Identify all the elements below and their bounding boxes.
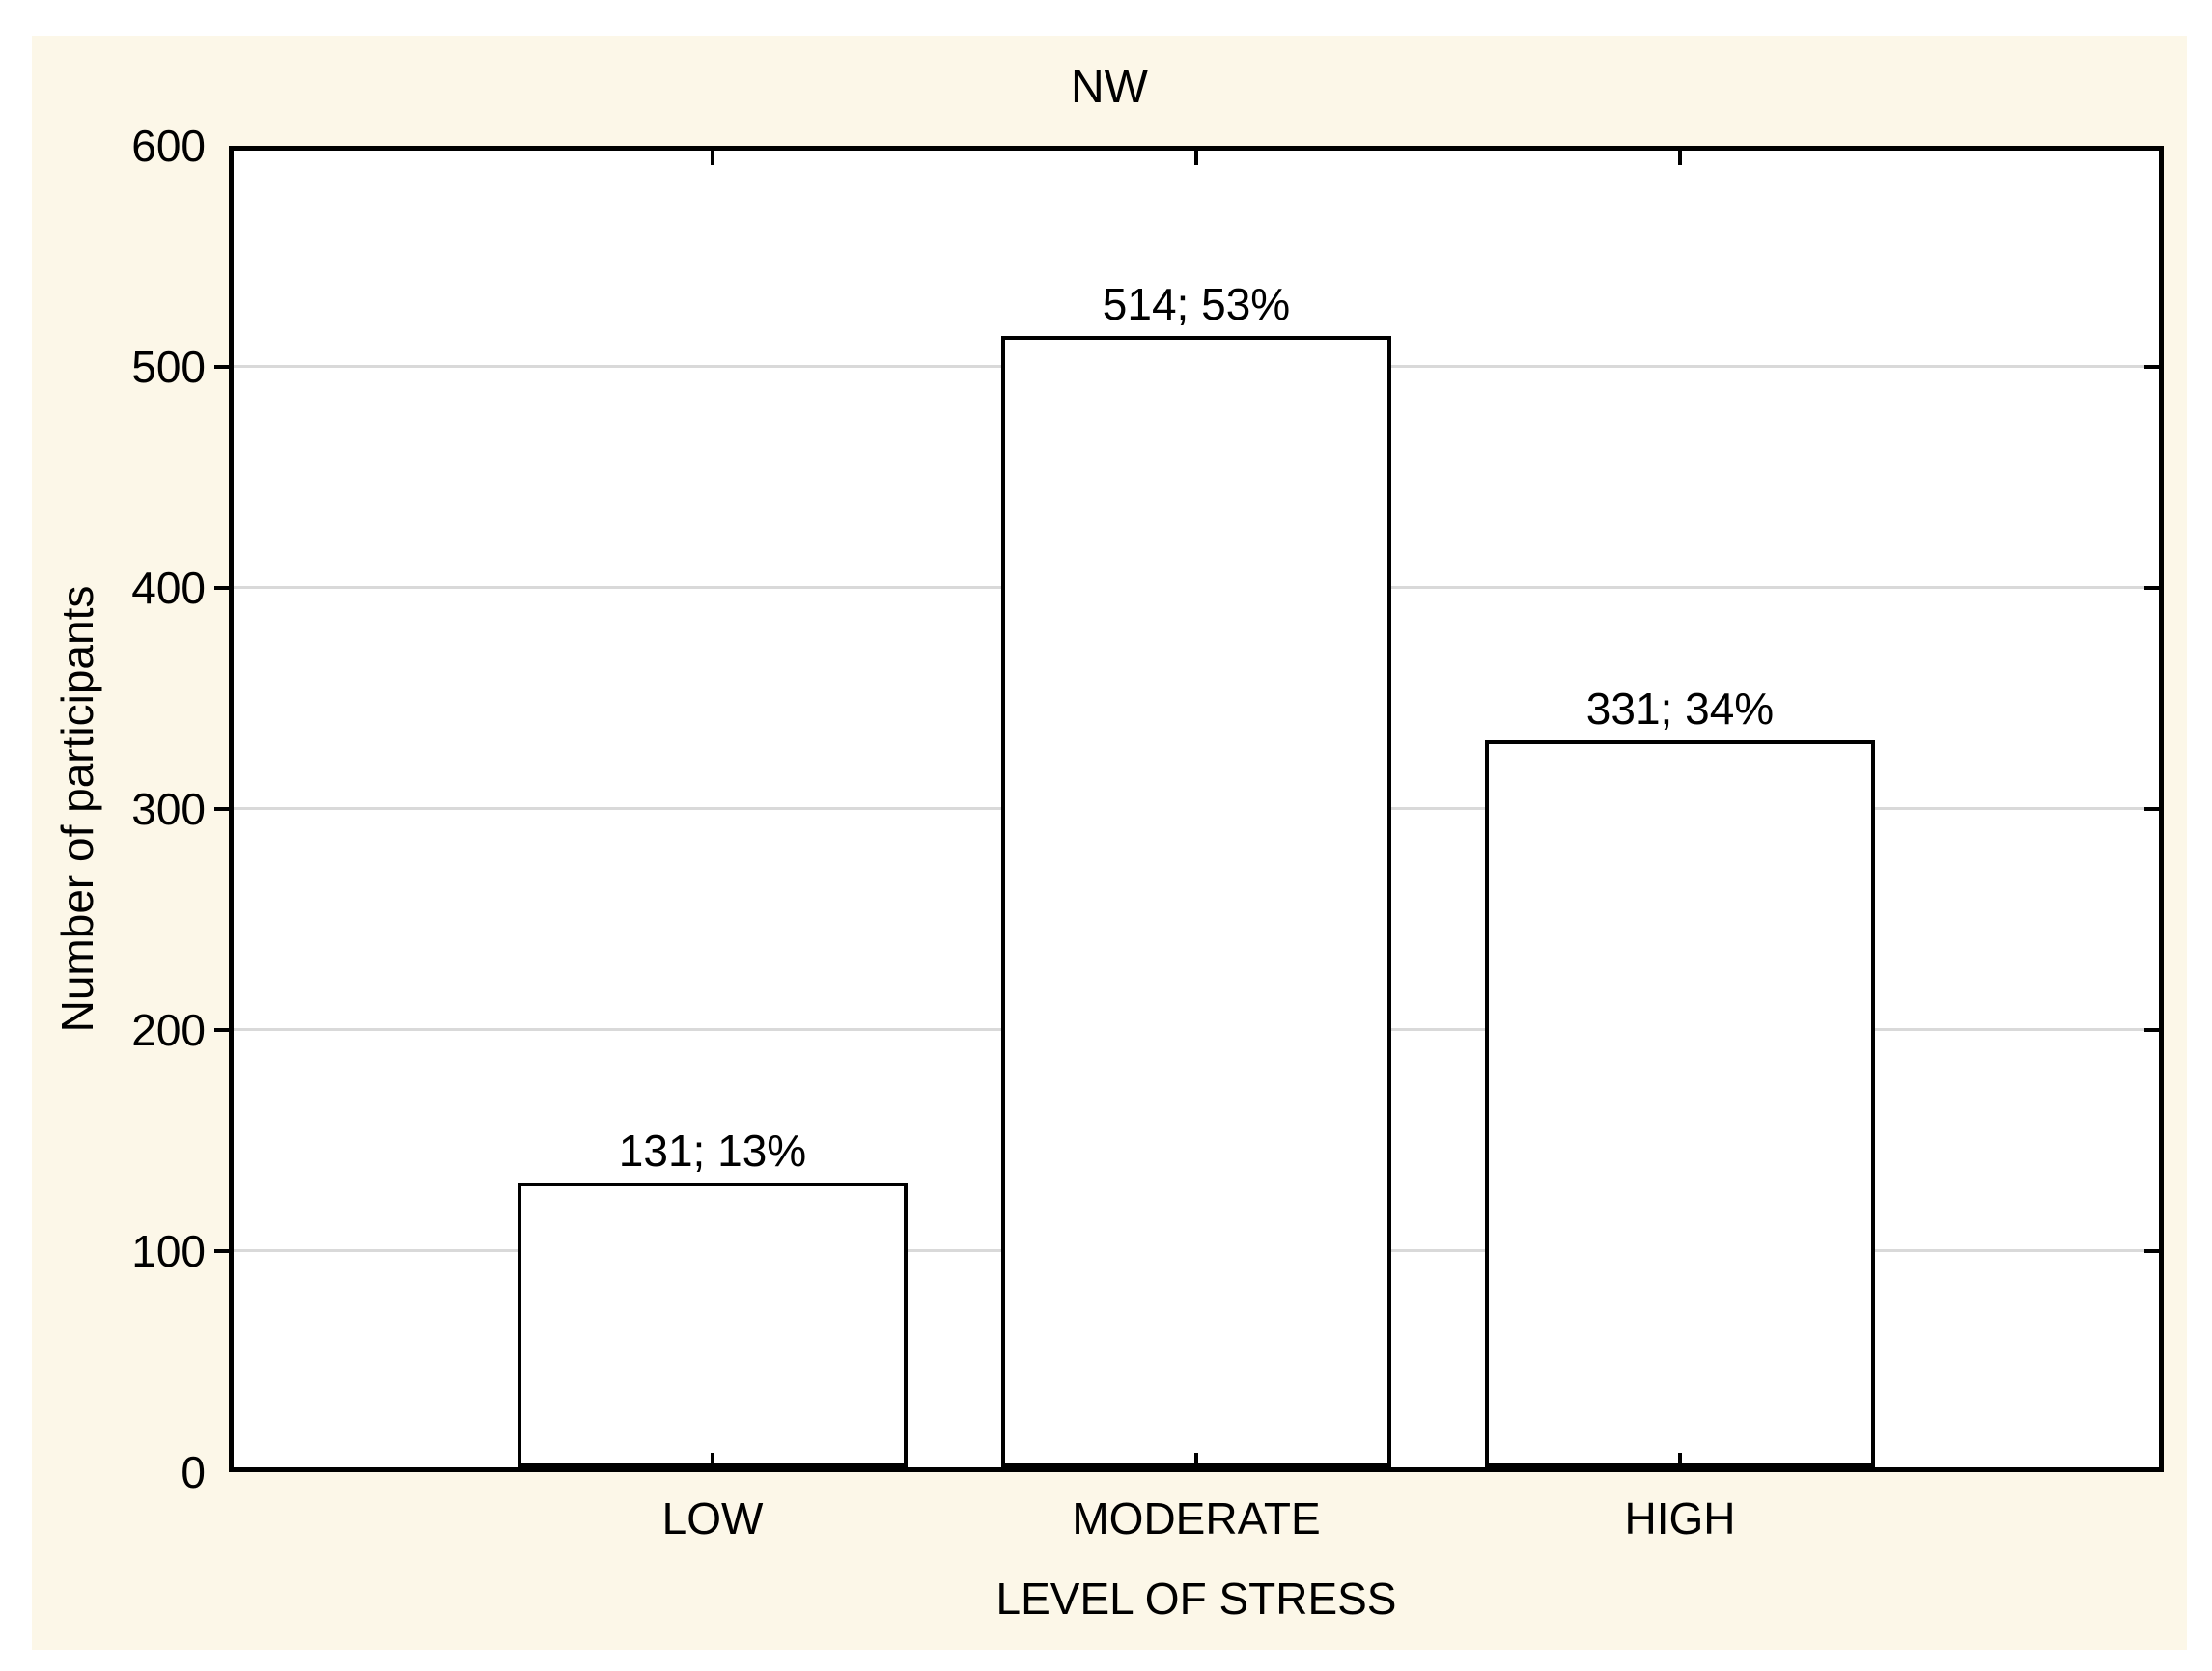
bar-moderate [1001,336,1391,1467]
x-axis-tick-bottom-low [711,1453,714,1467]
bar-value-label-low: 131; 13% [618,1126,807,1176]
x-axis-tick-top-moderate [1194,151,1198,165]
y-tick-label-200: 200 [131,1005,206,1055]
y-axis-title: Number of participants [52,585,102,1033]
chart-title: NW [1071,62,1148,113]
y-tick-label-0: 0 [181,1447,206,1497]
y-axis-tick-left-200 [214,1028,229,1032]
y-axis-tick-right-500 [2144,365,2159,369]
y-axis-tick-right-400 [2144,586,2159,590]
y-axis-tick-left-300 [214,807,229,811]
y-axis-tick-right-300 [2144,807,2159,811]
bar-low [518,1183,908,1467]
bar-high [1485,740,1875,1467]
x-axis-tick-bottom-moderate [1194,1453,1198,1467]
x-tick-label-moderate: MODERATE [1072,1493,1321,1544]
y-axis-tick-left-100 [214,1249,229,1253]
y-tick-label-100: 100 [131,1226,206,1276]
y-tick-label-600: 600 [131,121,206,171]
x-tick-label-high: HIGH [1624,1493,1736,1544]
y-axis-tick-right-200 [2144,1028,2159,1032]
x-axis-tick-top-high [1678,151,1682,165]
y-tick-label-500: 500 [131,342,206,392]
y-axis-tick-right-100 [2144,1249,2159,1253]
x-axis-title: LEVEL OF STRESS [995,1574,1397,1624]
y-axis-tick-left-400 [214,586,229,590]
y-tick-label-300: 300 [131,784,206,834]
y-tick-label-400: 400 [131,563,206,613]
x-tick-label-low: LOW [661,1493,764,1544]
bar-value-label-moderate: 514; 53% [1102,279,1291,329]
bar-value-label-high: 331; 34% [1585,683,1775,734]
x-axis-tick-top-low [711,151,714,165]
x-axis-tick-bottom-high [1678,1453,1682,1467]
y-axis-tick-left-500 [214,365,229,369]
